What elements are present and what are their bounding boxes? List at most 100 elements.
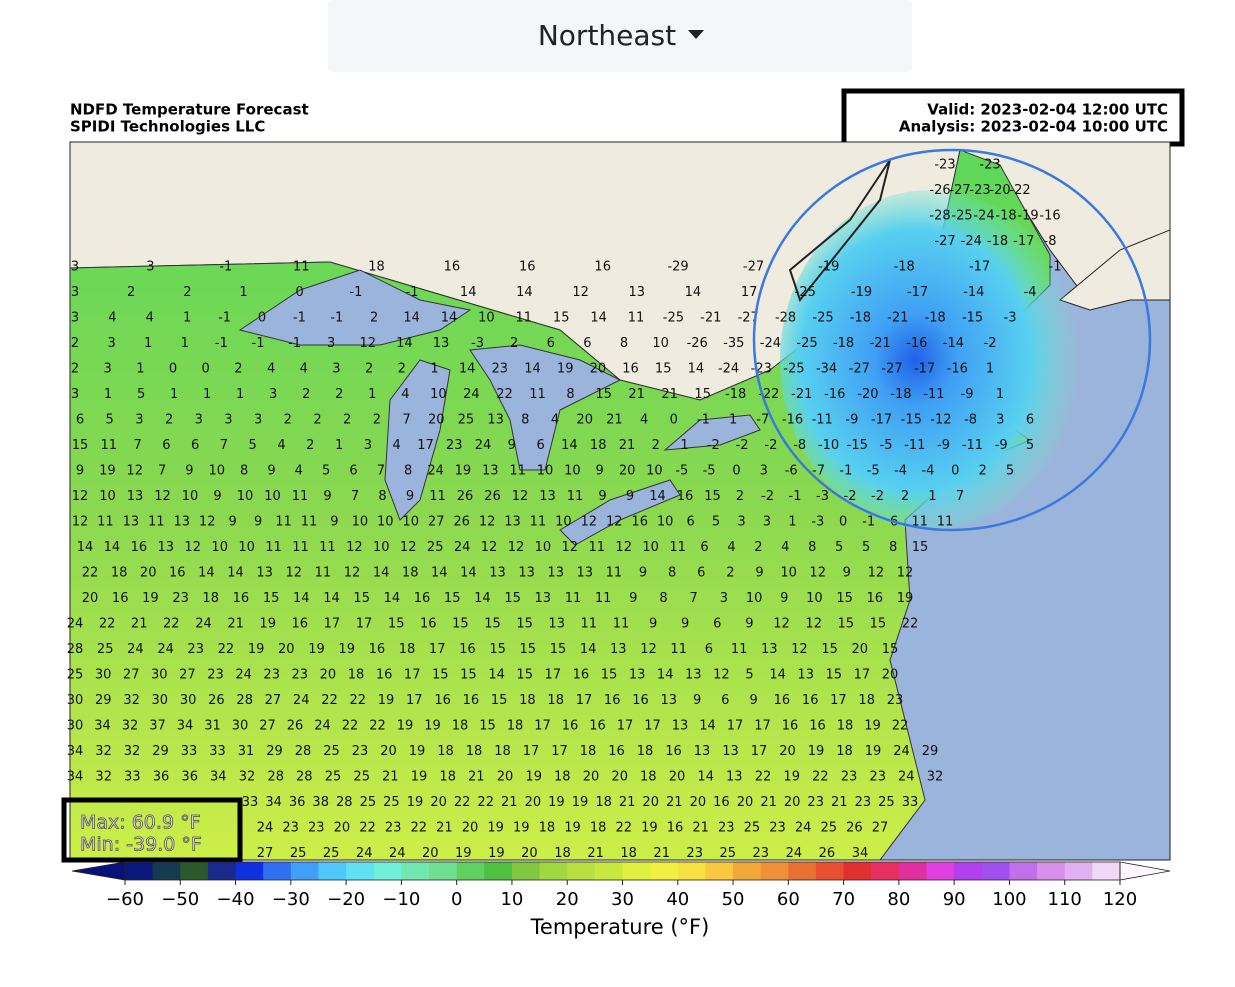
colorbar-tick-label: 90	[943, 889, 966, 910]
station-temp: 12	[773, 617, 790, 632]
colorbar-tick-label: −60	[106, 889, 144, 910]
station-temp: 11	[275, 515, 292, 530]
station-temp: 6	[686, 515, 694, 530]
station-temp: 11	[567, 489, 584, 504]
station-temp: 9	[323, 489, 331, 504]
region-dropdown[interactable]	[328, 0, 912, 72]
station-temp: -1	[288, 336, 301, 351]
station-temp: 11	[97, 515, 114, 530]
station-temp: -10	[818, 438, 839, 453]
station-temp: 4	[277, 438, 285, 453]
colorbar-tick-label: 40	[666, 889, 689, 910]
station-temp: 21	[468, 770, 485, 785]
station-temp: 17	[830, 693, 847, 708]
station-temp: 0	[169, 362, 177, 377]
max-label: Max: 60.9 °F	[80, 812, 201, 834]
colorbar-tick-label: 10	[500, 889, 523, 910]
station-temp: 33	[902, 795, 919, 810]
station-temp: 1	[203, 387, 211, 402]
station-temp: 16	[519, 260, 536, 275]
station-temp: -24	[973, 209, 994, 224]
colorbar-tick-label: 30	[611, 889, 634, 910]
station-temp: 20	[611, 770, 628, 785]
station-temp: 19	[564, 821, 581, 836]
colorbar-segment	[290, 862, 319, 880]
station-temp: 23	[718, 821, 735, 836]
station-temp: 16	[444, 260, 461, 275]
station-temp: 19	[488, 846, 505, 861]
station-temp: 22	[477, 795, 494, 810]
station-temp: 15	[516, 668, 533, 683]
station-temp: 30	[151, 668, 168, 683]
station-temp: 13	[123, 515, 140, 530]
station-temp: 32	[927, 770, 944, 785]
station-temp: 9	[649, 617, 657, 632]
station-temp: 3	[760, 464, 768, 479]
station-temp: -25	[796, 336, 817, 351]
station-temp: 4	[551, 413, 559, 428]
station-temp: 3	[104, 362, 112, 377]
station-temp: 18	[111, 566, 128, 581]
station-temp: -21	[887, 311, 908, 326]
station-temp: 29	[95, 693, 112, 708]
station-temp: 9	[254, 515, 262, 530]
station-temp: 16	[463, 693, 480, 708]
station-temp: 16	[562, 719, 579, 734]
station-temp: 21	[619, 795, 636, 810]
station-temp: 8	[566, 387, 574, 402]
station-temp: 34	[210, 770, 227, 785]
station-temp: -7	[812, 464, 825, 479]
station-temp: -18	[725, 387, 746, 402]
station-temp: 7	[133, 438, 141, 453]
station-temp: 23	[869, 770, 886, 785]
station-temp: 3	[254, 413, 262, 428]
station-temp: -23	[969, 183, 990, 198]
map-subtitle: SPIDI Technologies LLC	[70, 118, 265, 136]
station-temp: 26	[208, 693, 225, 708]
station-temp: -3	[1004, 311, 1017, 326]
station-temp: 5	[835, 540, 843, 555]
station-temp: 21	[501, 795, 518, 810]
colorbar-extend-high	[1119, 861, 1171, 881]
station-temp: 12	[809, 566, 826, 581]
station-temp: 10	[182, 489, 199, 504]
station-temp: 11	[581, 617, 598, 632]
station-temp: 15	[882, 642, 899, 657]
station-temp: 12	[805, 617, 822, 632]
station-temp: 19	[248, 642, 265, 657]
station-temp: 17	[551, 744, 568, 759]
station-temp: 22	[359, 821, 376, 836]
station-temp: 6	[721, 693, 729, 708]
station-temp: 0	[258, 311, 266, 326]
station-temp: 15	[595, 387, 612, 402]
colorbar-segment	[1092, 862, 1121, 880]
station-temp: 15	[553, 311, 570, 326]
station-temp: 22	[755, 770, 772, 785]
station-temp: 21	[606, 413, 623, 428]
station-temp: 2	[302, 387, 310, 402]
station-temp: 11	[613, 617, 630, 632]
station-temp: 25	[720, 846, 737, 861]
station-temp: 16	[631, 515, 648, 530]
station-temp: 33	[124, 770, 141, 785]
station-temp: 11	[530, 515, 547, 530]
station-temp: 12	[184, 540, 201, 555]
station-temp: 10	[657, 515, 674, 530]
station-temp: 28	[336, 795, 353, 810]
station-temp: 13	[433, 336, 450, 351]
station-temp: 14	[293, 591, 310, 606]
station-temp: 15	[489, 642, 506, 657]
station-temp: 25	[67, 668, 84, 683]
station-temp: -24	[760, 336, 781, 351]
station-temp: 18	[494, 744, 511, 759]
station-temp: 15	[263, 591, 280, 606]
station-temp: 37	[149, 719, 166, 734]
colorbar-tick-label: −50	[161, 889, 199, 910]
station-temp: 18	[836, 744, 853, 759]
extremes-box	[61, 797, 243, 863]
station-temp: 22	[99, 617, 116, 632]
station-temp: -6	[785, 464, 798, 479]
station-temp: 24	[786, 846, 803, 861]
station-temp: 23	[187, 642, 204, 657]
station-temp: 9	[639, 566, 647, 581]
